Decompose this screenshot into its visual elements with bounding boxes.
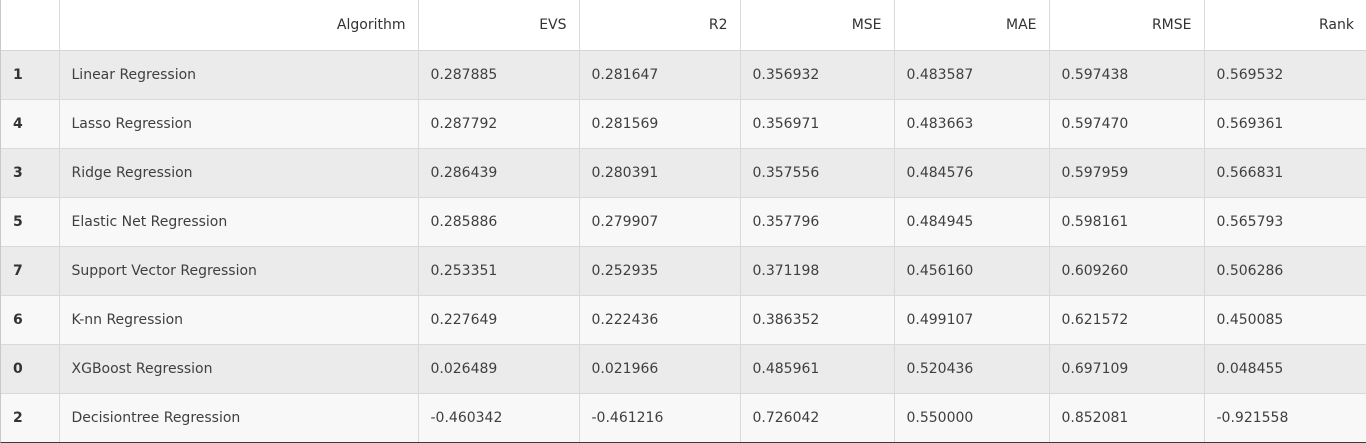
r2-cell: 0.252935 (579, 245, 741, 295)
column-header-rank: Rank (1204, 0, 1366, 51)
evs-cell: 0.287885 (418, 49, 580, 99)
row-index: 6 (1, 294, 60, 344)
algorithm-cell: K-nn Regression (59, 294, 419, 344)
table-row: 7 Support Vector Regression 0.253351 0.2… (1, 245, 1366, 295)
rmse-cell: 0.609260 (1049, 245, 1205, 295)
table-header: Algorithm EVS R2 MSE MAE RMSE Rank (1, 0, 1366, 51)
mse-cell: 0.386352 (740, 294, 895, 344)
column-header-mae: MAE (894, 0, 1050, 51)
mae-cell: 0.499107 (894, 294, 1050, 344)
column-header-r2: R2 (579, 0, 741, 51)
mse-cell: 0.726042 (740, 392, 895, 442)
rmse-cell: 0.852081 (1049, 392, 1205, 442)
table-row: 3 Ridge Regression 0.286439 0.280391 0.3… (1, 147, 1366, 197)
table-body: 1 Linear Regression 0.287885 0.281647 0.… (1, 49, 1366, 442)
column-header-index (1, 0, 60, 51)
column-header-evs: EVS (418, 0, 580, 51)
mae-cell: 0.483663 (894, 98, 1050, 148)
rank-cell: 0.506286 (1204, 245, 1366, 295)
mae-cell: 0.550000 (894, 392, 1050, 442)
r2-cell: 0.281569 (579, 98, 741, 148)
evs-cell: 0.227649 (418, 294, 580, 344)
algorithm-cell: Decisiontree Regression (59, 392, 419, 442)
mse-cell: 0.371198 (740, 245, 895, 295)
rmse-cell: 0.697109 (1049, 343, 1205, 393)
table-row: 4 Lasso Regression 0.287792 0.281569 0.3… (1, 98, 1366, 148)
evs-cell: 0.026489 (418, 343, 580, 393)
evs-cell: 0.253351 (418, 245, 580, 295)
mse-cell: 0.357556 (740, 147, 895, 197)
rank-cell: -0.921558 (1204, 392, 1366, 442)
rank-cell: 0.569532 (1204, 49, 1366, 99)
evs-cell: 0.286439 (418, 147, 580, 197)
algorithm-cell: Lasso Regression (59, 98, 419, 148)
rmse-cell: 0.597438 (1049, 49, 1205, 99)
rank-cell: 0.048455 (1204, 343, 1366, 393)
mae-cell: 0.484576 (894, 147, 1050, 197)
mse-cell: 0.356971 (740, 98, 895, 148)
table-row: 6 K-nn Regression 0.227649 0.222436 0.38… (1, 294, 1366, 344)
rank-cell: 0.450085 (1204, 294, 1366, 344)
algorithm-cell: Elastic Net Regression (59, 196, 419, 246)
column-header-mse: MSE (740, 0, 895, 51)
r2-cell: 0.222436 (579, 294, 741, 344)
rank-cell: 0.565793 (1204, 196, 1366, 246)
mse-cell: 0.357796 (740, 196, 895, 246)
row-index: 1 (1, 49, 60, 99)
row-index: 7 (1, 245, 60, 295)
r2-cell: 0.281647 (579, 49, 741, 99)
table-row: 0 XGBoost Regression 0.026489 0.021966 0… (1, 343, 1366, 393)
mae-cell: 0.520436 (894, 343, 1050, 393)
mae-cell: 0.483587 (894, 49, 1050, 99)
mse-cell: 0.485961 (740, 343, 895, 393)
evs-cell: -0.460342 (418, 392, 580, 442)
row-index: 4 (1, 98, 60, 148)
evs-cell: 0.285886 (418, 196, 580, 246)
row-index: 3 (1, 147, 60, 197)
algorithm-cell: Ridge Regression (59, 147, 419, 197)
header-row: Algorithm EVS R2 MSE MAE RMSE Rank (1, 0, 1366, 51)
row-index: 5 (1, 196, 60, 246)
algorithm-cell: XGBoost Regression (59, 343, 419, 393)
rmse-cell: 0.597959 (1049, 147, 1205, 197)
rmse-cell: 0.598161 (1049, 196, 1205, 246)
r2-cell: 0.280391 (579, 147, 741, 197)
rmse-cell: 0.597470 (1049, 98, 1205, 148)
r2-cell: 0.021966 (579, 343, 741, 393)
evs-cell: 0.287792 (418, 98, 580, 148)
mae-cell: 0.484945 (894, 196, 1050, 246)
column-header-rmse: RMSE (1049, 0, 1205, 51)
r2-cell: 0.279907 (579, 196, 741, 246)
table-row: 5 Elastic Net Regression 0.285886 0.2799… (1, 196, 1366, 246)
column-header-algorithm: Algorithm (59, 0, 419, 51)
row-index: 2 (1, 392, 60, 442)
table-row: 2 Decisiontree Regression -0.460342 -0.4… (1, 392, 1366, 442)
rank-cell: 0.566831 (1204, 147, 1366, 197)
rank-cell: 0.569361 (1204, 98, 1366, 148)
algorithm-cell: Linear Regression (59, 49, 419, 99)
rmse-cell: 0.621572 (1049, 294, 1205, 344)
row-index: 0 (1, 343, 60, 393)
algorithm-cell: Support Vector Regression (59, 245, 419, 295)
table-row: 1 Linear Regression 0.287885 0.281647 0.… (1, 49, 1366, 99)
r2-cell: -0.461216 (579, 392, 741, 442)
mae-cell: 0.456160 (894, 245, 1050, 295)
mse-cell: 0.356932 (740, 49, 895, 99)
